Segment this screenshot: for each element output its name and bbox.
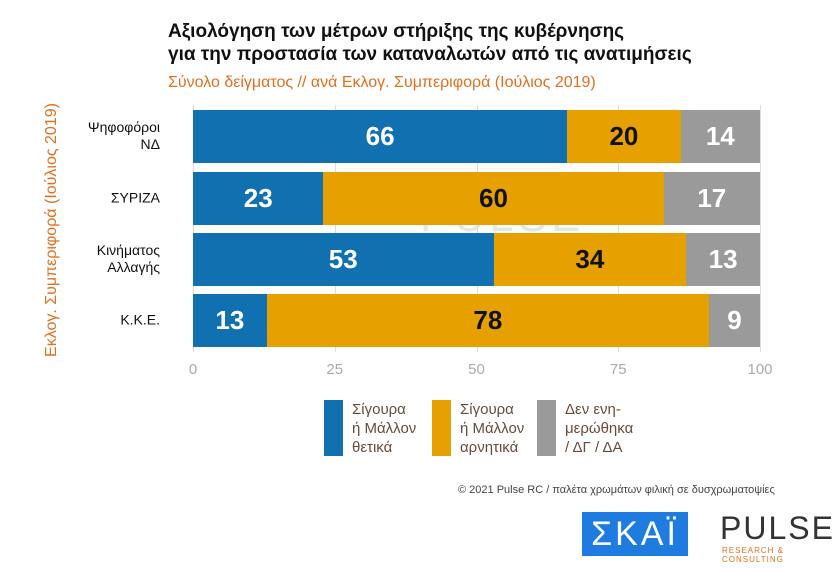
data-label: 78: [473, 305, 503, 335]
bar-segment: 78: [266, 294, 709, 347]
pulse-logo: PULSE: [720, 510, 835, 546]
bar-segment: 17: [663, 172, 760, 225]
data-label: 17: [697, 183, 727, 213]
data-label: 13: [215, 305, 245, 335]
gridline: [476, 105, 478, 352]
legend-swatch: [432, 400, 451, 456]
title-line-2: για την προστασία των καταναλωτών από τι…: [168, 44, 692, 65]
bar-segment: 60: [323, 172, 664, 225]
gridline: [193, 105, 194, 352]
data-label: 14: [705, 121, 735, 151]
bar-segment: 66: [193, 110, 568, 163]
data-label: 20: [609, 121, 639, 151]
category-label: Ψηφοφόροι ΝΔ: [87, 119, 160, 152]
legend-item: Δεν ενη- μερώθηκα / ΔΓ / ΔΑ: [537, 400, 633, 457]
bar-segment: 9: [708, 294, 760, 347]
x-tick-label: 25: [326, 361, 344, 378]
legend-label: Σίγουρα ή Μάλλον αρνητικά: [460, 401, 525, 456]
data-label: 66: [365, 121, 395, 151]
legend-swatch: [324, 400, 343, 456]
footer-text: © 2021 Pulse RC / παλέτα χρωμάτων φιλική…: [458, 484, 775, 496]
category-label: Κ.Κ.Ε.: [120, 311, 160, 328]
gridline: [760, 105, 761, 352]
bar-segment: 34: [493, 233, 687, 286]
title-line-1: Αξιολόγηση των μέτρων στήριξης της κυβέρ…: [168, 21, 625, 42]
x-tick-label: 50: [468, 361, 485, 378]
bar-segment: 13: [193, 294, 267, 347]
data-label: 23: [243, 183, 273, 213]
bar-segment: 14: [680, 110, 760, 163]
legend-item: Σίγουρα ή Μάλλον θετικά: [324, 400, 416, 457]
y-axis-title: Εκλογ. Συμπεριφορά (Ιούλιος 2019): [43, 103, 60, 357]
chart-title: Αξιολόγηση των μέτρων στήριξης της κυβέρ…: [168, 20, 692, 66]
bar-segment: 20: [567, 110, 681, 163]
x-tick-label: 100: [747, 361, 773, 378]
x-tick-label: 75: [609, 361, 627, 378]
bar-segment: 53: [193, 233, 494, 286]
chart-subtitle: Σύνολο δείγματος // ανά Εκλογ. Συμπεριφο…: [168, 74, 596, 91]
legend-label: Σίγουρα ή Μάλλον θετικά: [352, 401, 417, 456]
data-label: 34: [575, 244, 605, 274]
pulse-logo-subtitle: RESEARCH & CONSULTING: [722, 546, 785, 564]
data-label: 53: [328, 244, 358, 274]
skai-logo: ΣΚΑΪ: [582, 512, 688, 556]
legend-swatch: [537, 400, 556, 456]
legend-item: Σίγουρα ή Μάλλον αρνητικά: [432, 400, 524, 457]
data-label: 9: [727, 305, 742, 335]
legend-label: Δεν ενη- μερώθηκα / ΔΓ / ΔΑ: [565, 401, 634, 456]
data-label: 60: [479, 183, 508, 213]
gridline: [618, 105, 620, 352]
bar-segment: 13: [686, 233, 760, 286]
data-label: 13: [708, 244, 738, 274]
gridline: [334, 105, 336, 352]
bar-segment: 23: [193, 172, 324, 225]
category-label: ΣΥΡΙΖΑ: [110, 189, 160, 206]
category-label: Κινήματος Αλλαγής: [96, 242, 160, 275]
x-tick-label: 0: [188, 361, 198, 378]
